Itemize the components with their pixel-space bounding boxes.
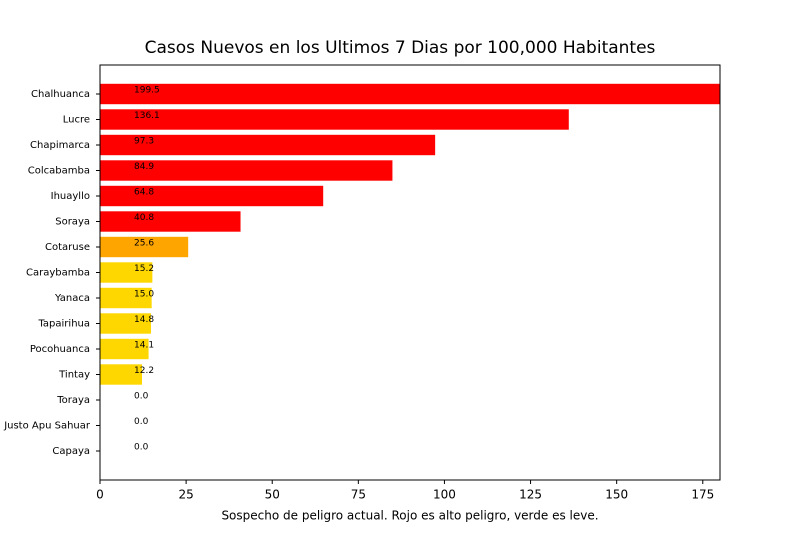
value-label: 136.1: [134, 111, 160, 121]
y-tick-label: Capaya: [52, 446, 90, 457]
bar: [100, 109, 569, 130]
bar: [100, 83, 720, 105]
bar: [100, 134, 436, 156]
value-label: 199.5: [134, 86, 160, 96]
x-tick-label: 50: [265, 488, 280, 502]
y-tick-label: Yanaca: [54, 293, 90, 304]
value-label: 64.8: [134, 188, 154, 198]
x-tick-label: 125: [519, 488, 542, 502]
y-tick-label: Chalhuanca: [31, 89, 90, 100]
value-label: 40.8: [134, 213, 154, 223]
y-tick-label: Soraya: [55, 217, 90, 228]
y-tick-label: Cotaruse: [45, 242, 90, 253]
y-tick-label: Ihuayllo: [51, 191, 90, 202]
value-label: 0.0: [134, 443, 149, 453]
value-label: 15.2: [134, 264, 154, 274]
y-tick-label: Colcabamba: [28, 166, 90, 177]
y-tick-label: Pocohuanca: [30, 344, 90, 355]
bar: [100, 211, 241, 232]
x-tick-label: 150: [605, 488, 628, 502]
x-tick-label: 0: [96, 488, 104, 502]
value-label: 84.9: [134, 162, 154, 172]
y-tick-label: Chapimarca: [30, 140, 90, 151]
x-axis-label: Sospecho de peligro actual. Rojo es alto…: [221, 509, 598, 523]
bar: [100, 185, 324, 207]
bar: [100, 236, 189, 258]
value-label: 14.8: [134, 315, 154, 325]
y-tick-label: Lucre: [63, 115, 90, 126]
bar: [100, 160, 393, 181]
value-label: 0.0: [134, 417, 149, 427]
bar: [100, 364, 143, 385]
value-label: 25.6: [134, 239, 154, 249]
x-tick-label: 100: [433, 488, 456, 502]
y-tick-label: Tapairihua: [37, 319, 90, 330]
bar: [100, 338, 149, 360]
x-tick-label: 25: [178, 488, 193, 502]
y-tick-label: Caraybamba: [26, 268, 90, 279]
bar: [100, 287, 152, 309]
y-tick-label: Justo Apu Sahuar: [3, 421, 91, 432]
y-tick-label: Tintay: [58, 370, 90, 381]
bar: [100, 313, 151, 334]
value-label: 0.0: [134, 392, 149, 402]
plot-area: [100, 83, 720, 385]
x-tick-label: 175: [691, 488, 714, 502]
value-label: 15.0: [134, 290, 154, 300]
chart-title: Casos Nuevos en los Ultimos 7 Dias por 1…: [145, 38, 656, 58]
value-label: 97.3: [134, 137, 154, 147]
value-label: 14.1: [134, 341, 154, 351]
bar: [100, 262, 153, 283]
x-tick-label: 75: [351, 488, 366, 502]
y-tick-label: Toraya: [56, 395, 90, 406]
value-label: 12.2: [134, 366, 154, 376]
